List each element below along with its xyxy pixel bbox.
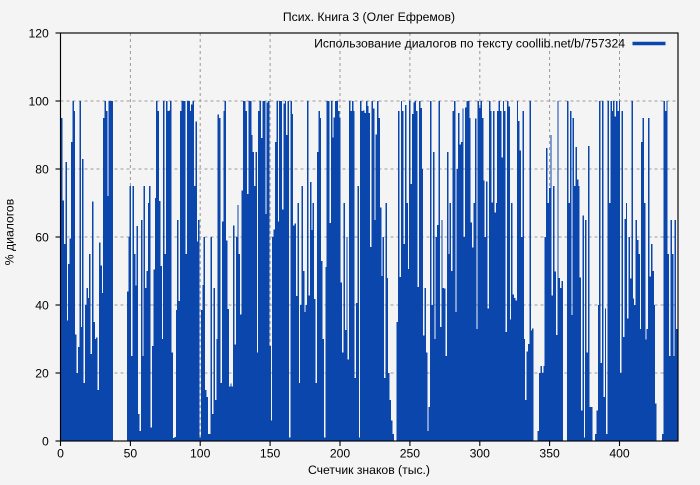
svg-text:250: 250 [400,447,421,461]
svg-text:200: 200 [330,447,351,461]
svg-text:0: 0 [57,447,64,461]
svg-text:120: 120 [28,27,49,41]
svg-text:0: 0 [42,435,49,449]
svg-text:Псих. Книга 3 (Олег Ефремов): Псих. Книга 3 (Олег Ефремов) [283,10,455,24]
svg-text:% диалогов: % диалогов [3,199,17,265]
svg-text:20: 20 [35,367,49,381]
svg-text:350: 350 [539,447,560,461]
svg-text:40: 40 [35,299,49,313]
svg-text:100: 100 [28,95,49,109]
svg-text:100: 100 [190,447,211,461]
svg-text:80: 80 [35,163,49,177]
svg-text:300: 300 [470,447,491,461]
svg-text:Использование диалогов по текс: Использование диалогов по тексту coollib… [314,37,625,51]
svg-text:Счетчик знаков (тыс.): Счетчик знаков (тыс.) [308,463,430,477]
svg-text:60: 60 [35,231,49,245]
svg-text:50: 50 [124,447,138,461]
svg-text:150: 150 [260,447,281,461]
svg-text:400: 400 [609,447,630,461]
